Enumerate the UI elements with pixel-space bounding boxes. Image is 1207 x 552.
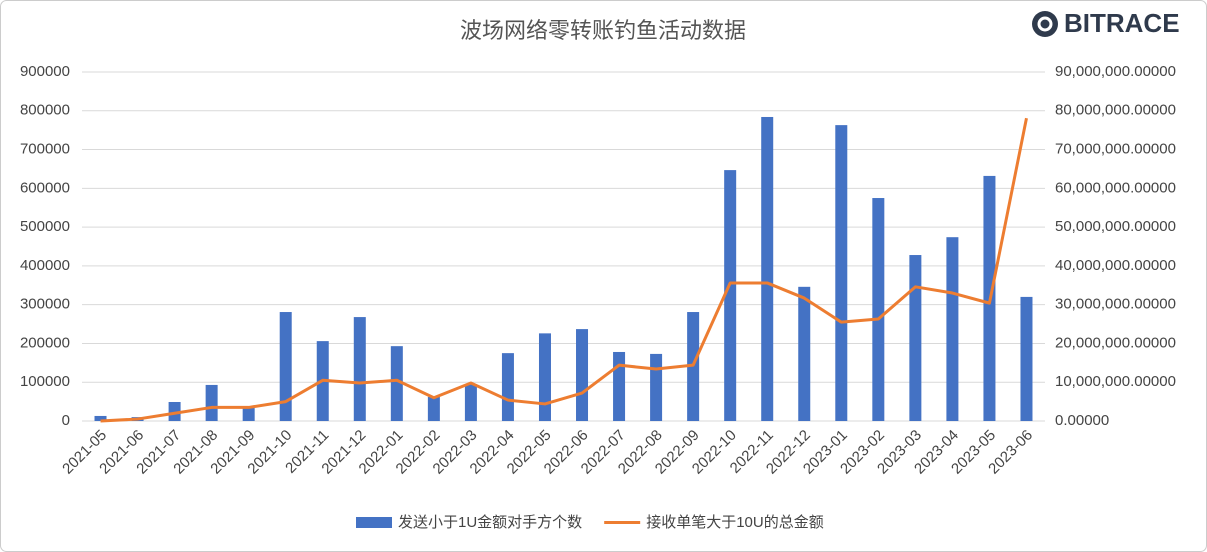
bar — [909, 255, 922, 421]
y-tick-label: 0 — [62, 412, 70, 429]
bar — [205, 384, 218, 421]
y-tick-label: 400000 — [20, 257, 70, 274]
bar — [427, 396, 440, 421]
bar — [390, 346, 403, 421]
y-tick-label: 900000 — [20, 63, 70, 80]
bar — [279, 312, 292, 421]
bar — [724, 170, 737, 421]
bar — [242, 407, 255, 421]
y-tick-label: 300000 — [20, 296, 70, 313]
legend-label: 发送小于1U金额对手方个数 — [398, 514, 582, 531]
bar — [94, 415, 107, 421]
bar — [761, 116, 774, 421]
legend-label: 接收单笔大于10U的总金额 — [646, 514, 824, 531]
legend-swatch — [356, 517, 392, 528]
bar — [613, 351, 626, 421]
bar — [464, 384, 477, 421]
y-tick-label: 500000 — [20, 218, 70, 235]
y2-tick-label: 80,000,000.00000 — [1055, 102, 1176, 119]
y2-tick-label: 20,000,000.00000 — [1055, 334, 1176, 351]
y-tick-label: 600000 — [20, 179, 70, 196]
chart-title: 波场网络零转账钓鱼活动数据 — [460, 18, 746, 43]
y-tick-label: 800000 — [20, 102, 70, 119]
y2-tick-label: 60,000,000.00000 — [1055, 179, 1176, 196]
y-tick-label: 700000 — [20, 141, 70, 158]
y2-tick-label: 0.00000 — [1055, 412, 1109, 429]
bar — [576, 329, 589, 421]
line — [100, 117, 1028, 423]
logo-icon — [1032, 11, 1058, 37]
logo: BITRACE — [1064, 8, 1180, 38]
bar — [835, 125, 848, 422]
bar — [650, 353, 663, 421]
bar — [538, 333, 551, 421]
bar — [168, 401, 181, 421]
y2-tick-label: 10,000,000.00000 — [1055, 373, 1176, 390]
y2-tick-label: 30,000,000.00000 — [1055, 296, 1176, 313]
bar — [798, 286, 811, 421]
y2-tick-label: 90,000,000.00000 — [1055, 63, 1176, 80]
y2-tick-label: 70,000,000.00000 — [1055, 141, 1176, 158]
logo-icon — [1037, 16, 1053, 32]
bar — [872, 198, 885, 421]
y-tick-label: 100000 — [20, 373, 70, 390]
y-tick-label: 200000 — [20, 334, 70, 351]
y2-tick-label: 50,000,000.00000 — [1055, 218, 1176, 235]
bar — [353, 317, 366, 421]
y2-tick-label: 40,000,000.00000 — [1055, 257, 1176, 274]
bar — [501, 353, 514, 421]
bar — [1020, 296, 1033, 421]
bar — [946, 237, 959, 421]
